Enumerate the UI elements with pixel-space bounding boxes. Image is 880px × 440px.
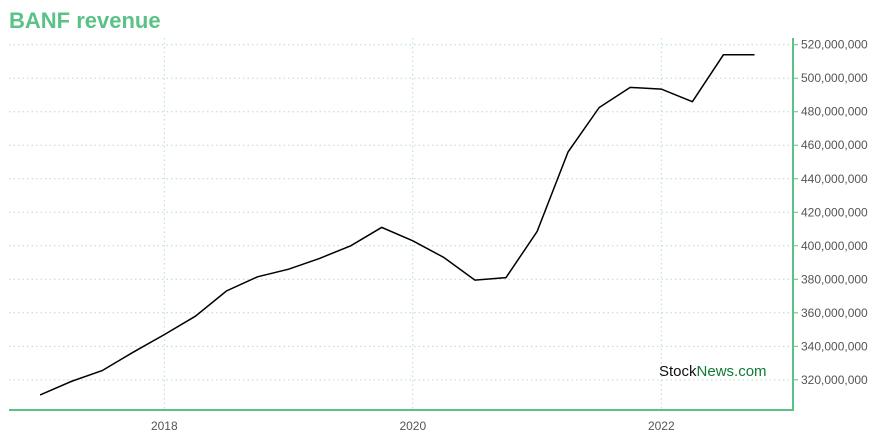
y-tick-label: 400,000,000: [801, 239, 868, 253]
stocknews-watermark: StockNews.com: [659, 363, 767, 380]
y-tick-label: 380,000,000: [801, 272, 868, 286]
y-axis-ticks: 320,000,000 340,000,000 360,000,000 380,000…: [793, 38, 868, 387]
x-tick-label: 2018: [151, 419, 178, 433]
y-tick-label: 520,000,000: [801, 38, 868, 52]
watermark-part-stock: Stock: [659, 363, 697, 380]
y-tick-label: 340,000,000: [801, 339, 868, 353]
y-tick-label: 440,000,000: [801, 172, 868, 186]
revenue-line: [39, 54, 755, 396]
watermark-part-news: News.com: [696, 363, 767, 380]
y-tick-label: 460,000,000: [801, 138, 868, 152]
x-tick-label: 2020: [399, 419, 426, 433]
chart-title: BANF revenue: [9, 8, 161, 33]
y-tick-label: 360,000,000: [801, 306, 868, 320]
y-tick-label: 420,000,000: [801, 205, 868, 219]
x-axis-ticks: 2018 2020 2022: [151, 419, 675, 433]
y-tick-label: 480,000,000: [801, 105, 868, 119]
y-tick-label: 500,000,000: [801, 71, 868, 85]
grid-lines: [9, 38, 793, 410]
y-tick-label: 320,000,000: [801, 373, 868, 387]
x-tick-label: 2022: [648, 419, 675, 433]
